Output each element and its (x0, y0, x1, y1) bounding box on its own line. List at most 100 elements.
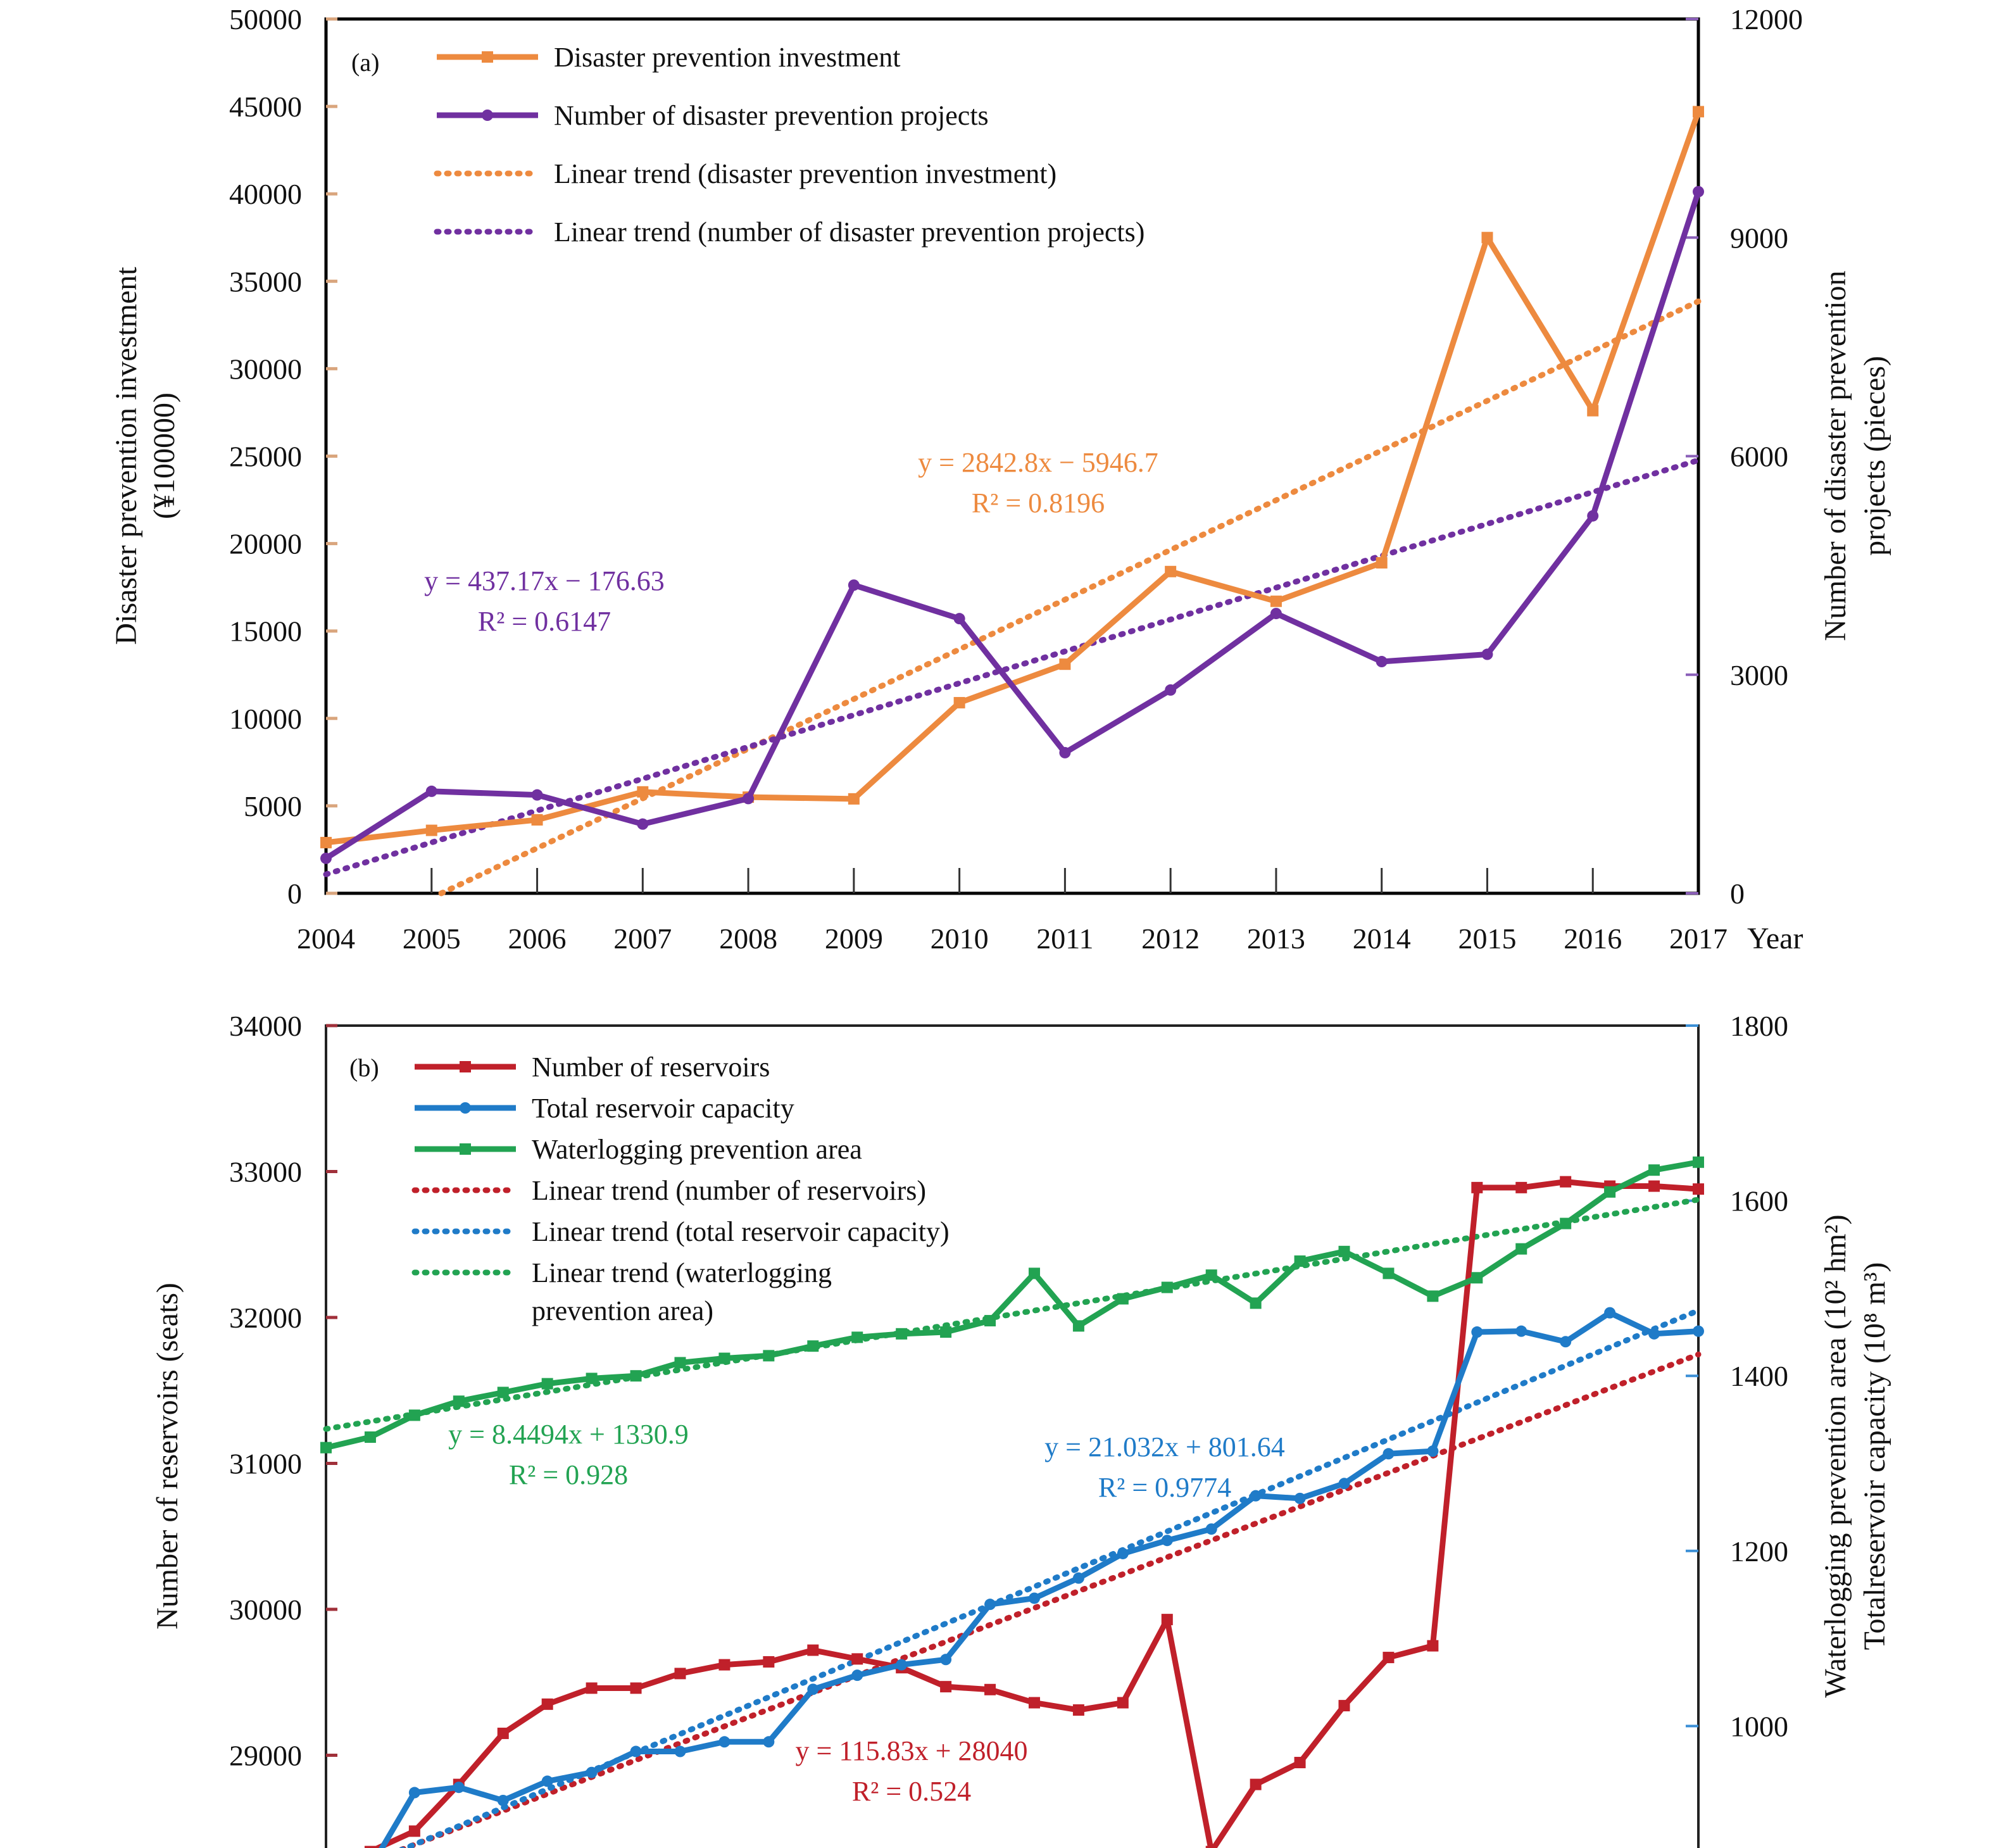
panel-b-y-title: Number of reservoirs (seats) (151, 1283, 184, 1630)
legend-label: Linear trend (number of disaster prevent… (554, 217, 1144, 248)
data-point (586, 1682, 598, 1694)
data-point (320, 1442, 332, 1454)
data-point (541, 1378, 553, 1390)
data-point (1648, 1164, 1660, 1176)
trend-line-linear-trend-number-of-reservoirs (398, 1351, 1702, 1848)
data-point (1270, 595, 1282, 607)
data-point (953, 696, 965, 708)
data-point (1383, 1267, 1395, 1279)
data-point (848, 793, 860, 805)
data-point (1383, 1652, 1395, 1664)
data-point (1250, 1778, 1262, 1790)
data-point (896, 1659, 908, 1671)
data-point (1648, 1180, 1660, 1192)
data-point (1072, 1320, 1084, 1332)
panel-b: (b) 28000290003000031000320003300034000 … (151, 1010, 1891, 1848)
y-tick-label: 15000 (229, 615, 302, 648)
x-tick-label: 2004 (297, 922, 355, 955)
data-point (1560, 1176, 1572, 1188)
data-point (453, 1782, 465, 1794)
data-point (851, 1331, 863, 1343)
data-point (586, 1373, 598, 1385)
panel-a-x-ticks: 2004 2005 2006 2007 2008 2009 2010 2011 2012 2013… (297, 868, 1728, 955)
data-point (1294, 1255, 1306, 1267)
panel-a-y2-ticks: 0 3000 6000 9000 12000 (1686, 3, 1803, 910)
data-point (1072, 1704, 1084, 1716)
panel-a-y2-title-line2: projects (pieces) (1858, 356, 1891, 556)
data-point (896, 1328, 908, 1340)
trend-equation: y = 115.83x + 28040 (796, 1735, 1028, 1766)
data-point (1338, 1700, 1350, 1712)
data-point (984, 1683, 996, 1695)
data-point (637, 786, 649, 798)
y-tick-label: 31000 (229, 1448, 302, 1480)
trend-r-squared: R² = 0.6147 (478, 606, 611, 637)
data-point (763, 1656, 775, 1668)
panel-a-x-axis-title: Year (1747, 922, 1803, 955)
panel-b-y2-ticks: 80010001200140016001800 (1686, 1010, 1788, 1742)
data-point (1604, 1307, 1616, 1319)
x-tick-label: 2006 (508, 922, 567, 955)
y-tick-label: 35000 (229, 265, 302, 298)
y2-tick-label: 1400 (1730, 1360, 1788, 1392)
panel-a: (a) 050001000015000200002500030000350004… (110, 3, 1891, 955)
data-point (1648, 1328, 1660, 1340)
data-point (848, 579, 860, 591)
panel-a-y2-axis-title: Number of disaster prevention projects (… (1819, 270, 1891, 641)
data-point (851, 1669, 863, 1681)
x-tick-label: 2005 (403, 922, 461, 955)
legend-marker (460, 1143, 471, 1155)
trend-r-squared: R² = 0.8196 (972, 487, 1105, 519)
data-point (763, 1736, 775, 1748)
data-point (984, 1599, 996, 1611)
data-point (497, 1386, 509, 1399)
legend-label: Total reservoir capacity (532, 1093, 794, 1124)
trend-r-squared: R² = 0.524 (852, 1776, 971, 1807)
legend-label: Linear trend (disaster prevention invest… (554, 158, 1057, 189)
data-point (1471, 1272, 1483, 1284)
data-point (1427, 1290, 1439, 1302)
data-point (718, 1352, 731, 1364)
trend-r-squared: R² = 0.928 (509, 1459, 628, 1490)
panel-a-legend: Disaster prevention investment Number of … (434, 42, 1144, 248)
legend-label: Number of reservoirs (532, 1052, 770, 1083)
y-tick-label: 10000 (229, 703, 302, 735)
legend-label: Linear trend (number of reservoirs) (532, 1175, 926, 1206)
panel-a-y-title-line1: Disaster prevention investment (110, 267, 143, 645)
y2-tick-label: 1800 (1730, 1010, 1788, 1042)
panel-b-trend-lines (323, 1197, 1702, 1848)
trend-r-squared: R² = 0.9774 (1098, 1472, 1231, 1503)
data-point (984, 1315, 996, 1327)
x-tick-label: 2009 (825, 922, 883, 955)
series-line-number-of-disaster-prevention-projects (324, 191, 1702, 861)
panel-b-series (320, 1156, 1704, 1848)
y-tick-label: 0 (287, 877, 302, 910)
panel-a-y2-title-line1: Number of disaster prevention (1819, 270, 1852, 641)
series-line-number-of-reservoirs (371, 1179, 1699, 1848)
data-point (1481, 232, 1493, 244)
data-point (408, 1409, 420, 1421)
data-point (1165, 565, 1177, 577)
data-point (1161, 1614, 1173, 1626)
data-point (1270, 608, 1282, 620)
y-tick-label: 5000 (244, 790, 302, 822)
y-tick-label: 25000 (229, 441, 302, 473)
trend-equation: y = 437.17x − 176.63 (424, 565, 665, 596)
data-point (1560, 1217, 1572, 1229)
data-point (674, 1357, 686, 1369)
data-point (953, 613, 965, 625)
legend-label: prevention area) (532, 1295, 713, 1326)
trend-line-linear-trend-disaster-prevention-investment (438, 298, 1702, 896)
data-point (1376, 656, 1388, 668)
y2-tick-label: 6000 (1730, 441, 1788, 473)
y2-tick-label: 0 (1730, 877, 1745, 910)
data-point (497, 1794, 509, 1806)
data-point (718, 1736, 731, 1748)
data-point (1693, 106, 1704, 118)
y2-tick-label: 1600 (1730, 1185, 1788, 1217)
y2-tick-label: 3000 (1730, 659, 1788, 691)
panel-b-annotations: y = 8.4494x + 1330.9 R² = 0.928 y = 21.032… (448, 1419, 1285, 1807)
data-point (1205, 1523, 1217, 1535)
data-point (1693, 1183, 1704, 1195)
data-point (1427, 1640, 1439, 1652)
